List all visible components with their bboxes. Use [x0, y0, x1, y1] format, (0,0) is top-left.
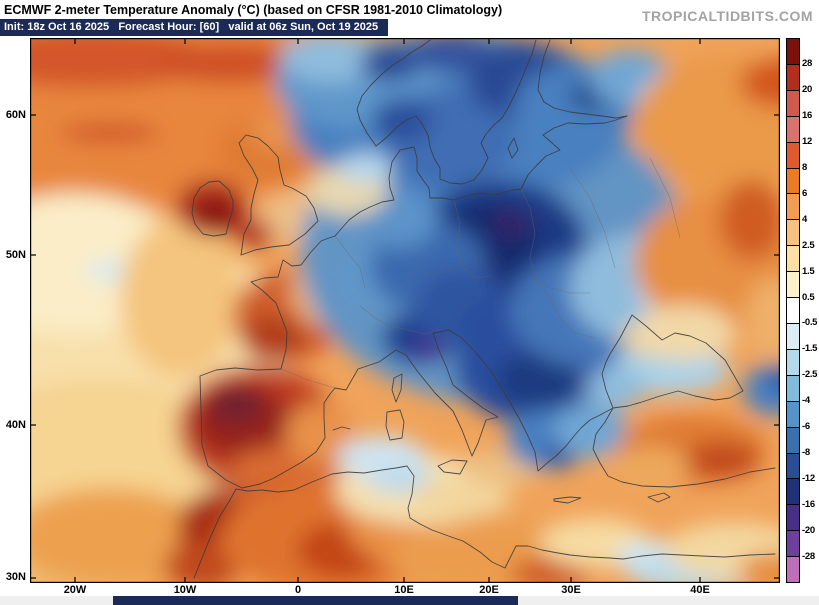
- lon-label: 10W: [173, 584, 197, 596]
- colorbar-label: 28: [802, 57, 812, 69]
- colorbar-label: -28: [802, 551, 815, 563]
- coastlines: [191, 39, 776, 579]
- lon-label: 20E: [479, 584, 499, 596]
- lon-axis: 20W 10W 0 10E 20E 30E 40E: [0, 584, 819, 598]
- colorbar-label: 4: [802, 213, 807, 225]
- colorbar-label: 20: [802, 83, 812, 95]
- animation-progress-bar[interactable]: [113, 596, 518, 605]
- lat-axis: 60N 50N 40N 30N: [0, 0, 28, 605]
- colorbar-label: -2.5: [802, 369, 818, 381]
- colorbar-label: -12: [802, 473, 815, 485]
- colorbar-label: 12: [802, 135, 812, 147]
- map-title: ECMWF 2-meter Temperature Anomaly (°C) (…: [4, 3, 503, 17]
- colorbar-swatch: [787, 64, 799, 91]
- anomaly-map: [0, 8, 819, 598]
- colorbar-swatch: [787, 90, 799, 117]
- colorbar-label: -8: [802, 447, 810, 459]
- colorbar-label: 2.5: [802, 239, 815, 251]
- colorbar-swatch: [787, 323, 799, 350]
- lon-label: 0: [294, 584, 302, 596]
- site-watermark: TROPICALTIDBITS.COM: [641, 8, 813, 24]
- colorbar-swatch: [787, 531, 799, 558]
- colorbar-swatch: [787, 246, 799, 273]
- colorbar-label: 6: [802, 187, 807, 199]
- lat-label: 30N: [5, 571, 26, 583]
- colorbar-swatch: [787, 427, 799, 454]
- colorbar-label: -20: [802, 525, 815, 537]
- init-bar: Init: 18z Oct 16 2025 Forecast Hour: [60…: [0, 19, 389, 36]
- anomaly-field: [0, 8, 819, 598]
- colorbar-label: -4: [802, 395, 810, 407]
- colorbar: 28 20 16 12 8 6 4 2.5 1.5 0.5 -0.5 -1.5 -2.5 -4 -6 -8 -1…: [786, 38, 819, 583]
- colorbar-label: 16: [802, 109, 812, 121]
- colorbar-swatch: [787, 401, 799, 428]
- lon-label: 30E: [561, 584, 581, 596]
- colorbar-label: 1.5: [802, 265, 815, 277]
- colorbar-swatch: [787, 375, 799, 402]
- colorbar-label: 0.5: [802, 291, 815, 303]
- colorbar-label: -16: [802, 499, 815, 511]
- colorbar-swatch: [787, 557, 799, 583]
- colorbar-swatches: [786, 38, 800, 583]
- colorbar-label: 8: [802, 161, 807, 173]
- colorbar-label: -6: [802, 421, 810, 433]
- colorbar-swatch: [787, 142, 799, 169]
- colorbar-swatch: [787, 116, 799, 143]
- lat-label: 50N: [5, 249, 26, 261]
- colorbar-swatch: [787, 194, 799, 221]
- colorbar-label: -0.5: [802, 317, 818, 329]
- lon-label: 10E: [394, 584, 414, 596]
- lat-label: 60N: [5, 109, 26, 121]
- colorbar-swatch: [787, 168, 799, 195]
- colorbar-swatch: [787, 349, 799, 376]
- lat-label: 40N: [5, 419, 26, 431]
- lon-label: 20W: [63, 584, 87, 596]
- colorbar-swatch: [787, 453, 799, 480]
- colorbar-label: -1.5: [802, 343, 818, 355]
- colorbar-swatch: [787, 220, 799, 247]
- colorbar-swatch: [787, 479, 799, 506]
- colorbar-swatch: [787, 505, 799, 532]
- colorbar-swatch: [787, 298, 799, 324]
- map-canvas: [0, 8, 819, 598]
- colorbar-swatch: [787, 272, 799, 299]
- colorbar-swatch: [787, 39, 799, 65]
- map-frame: [30, 38, 780, 583]
- country-borders: [280, 157, 681, 389]
- lon-label: 40E: [690, 584, 710, 596]
